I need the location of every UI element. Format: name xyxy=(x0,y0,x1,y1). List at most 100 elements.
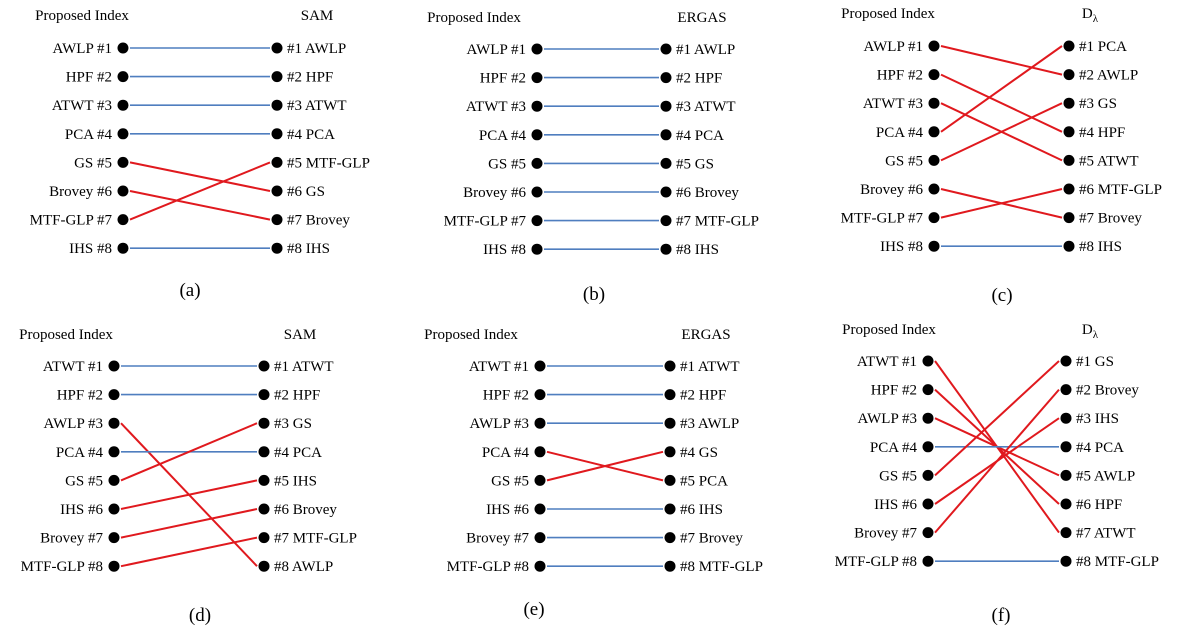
panel-f: Proposed Index Dλ ATWT #1 HPF #2 AWLP #3 PCA … xyxy=(835,322,1159,626)
right-rank-label: #4 PCA xyxy=(676,128,724,144)
left-rank-dot xyxy=(117,214,129,226)
left-rank-label: MTF-GLP #8 xyxy=(835,554,917,570)
right-rank-label: #6 Brovey xyxy=(676,185,739,201)
left-rank-label: MTF-GLP #7 xyxy=(444,214,527,230)
left-rank-label: GS #5 xyxy=(65,473,103,489)
left-rank-label: GS #5 xyxy=(491,473,529,489)
panel-caption: (d) xyxy=(189,605,211,626)
left-rank-label: IHS #6 xyxy=(486,502,529,518)
right-rank-dot xyxy=(664,474,676,486)
left-rank-label: HPF #2 xyxy=(66,70,112,86)
right-column-title: ERGAS xyxy=(677,10,726,26)
left-rank-dot xyxy=(922,555,934,567)
right-rank-label: #7 MTF-GLP xyxy=(676,214,759,230)
right-rank-label: #3 GS xyxy=(274,416,312,432)
left-rank-label: PCA #4 xyxy=(876,125,924,141)
left-rank-label: ATWT #1 xyxy=(469,359,529,375)
left-rank-dot xyxy=(108,389,120,401)
right-rank-dot xyxy=(664,532,676,544)
left-rank-dot xyxy=(117,242,129,254)
left-rank-label: HPF #2 xyxy=(57,388,103,404)
right-rank-label: #8 AWLP xyxy=(274,559,333,575)
left-rank-label: MTF-GLP #8 xyxy=(21,559,103,575)
right-rank-label: #6 Brovey xyxy=(274,502,337,518)
right-rank-label: #4 PCA xyxy=(287,127,335,143)
rank-link-changed xyxy=(546,450,664,482)
left-rank-label: AWLP #3 xyxy=(858,411,918,427)
right-rank-dot xyxy=(1060,412,1072,424)
left-rank-label: Brovey #7 xyxy=(854,526,917,542)
left-rank-dot xyxy=(117,42,129,54)
left-rank-label: AWLP #3 xyxy=(470,416,530,432)
left-rank-label: AWLP #1 xyxy=(864,39,924,55)
panel-caption: (e) xyxy=(523,599,544,620)
left-rank-label: PCA #4 xyxy=(56,445,104,461)
right-rank-dot xyxy=(1063,154,1075,166)
right-rank-label: #6 HPF xyxy=(1076,497,1122,513)
rank-link-changed xyxy=(129,190,271,221)
right-rank-dot xyxy=(1063,97,1075,109)
right-title-subscript: λ xyxy=(1093,329,1099,341)
right-rank-label: #1 PCA xyxy=(1079,39,1127,55)
right-rank-dot xyxy=(258,560,270,572)
left-rank-dot xyxy=(928,97,940,109)
left-rank-label: PCA #4 xyxy=(479,128,527,144)
left-rank-label: GS #5 xyxy=(879,468,917,484)
right-rank-dot xyxy=(258,417,270,429)
left-rank-label: HPF #2 xyxy=(480,71,526,87)
left-rank-dot xyxy=(534,503,546,515)
left-column-title: Proposed Index xyxy=(842,322,936,338)
left-rank-label: Brovey #6 xyxy=(463,185,526,201)
left-rank-dot xyxy=(922,469,934,481)
rank-link-changed xyxy=(129,161,271,221)
left-rank-dot xyxy=(922,412,934,424)
left-rank-label: PCA #4 xyxy=(65,127,113,143)
right-rank-dot xyxy=(271,42,283,54)
right-rank-dot xyxy=(664,360,676,372)
panel-caption: (f) xyxy=(992,605,1011,626)
right-rank-label: #3 AWLP xyxy=(680,416,739,432)
right-rank-dot xyxy=(258,360,270,372)
rank-link-changed xyxy=(129,161,271,192)
right-rank-label: #2 Brovey xyxy=(1076,383,1139,399)
right-rank-label: #8 MTF-GLP xyxy=(1076,554,1159,570)
right-rank-dot xyxy=(258,389,270,401)
left-column-title: Proposed Index xyxy=(424,327,518,343)
left-rank-dot xyxy=(534,474,546,486)
right-rank-label: #1 GS xyxy=(1076,354,1114,370)
right-rank-label: #2 HPF xyxy=(680,388,726,404)
left-rank-label: ATWT #3 xyxy=(863,96,923,112)
right-rank-label: #7 ATWT xyxy=(1076,526,1136,542)
left-rank-dot xyxy=(922,498,934,510)
right-rank-label: #7 Brovey xyxy=(680,531,743,547)
right-title-text: SAM xyxy=(301,8,334,24)
rank-link-changed xyxy=(934,388,1060,534)
left-column-title: Proposed Index xyxy=(35,8,129,24)
right-rank-dot xyxy=(1060,441,1072,453)
right-rank-dot xyxy=(1063,240,1075,252)
left-rank-label: ATWT #3 xyxy=(466,99,526,115)
left-rank-label: IHS #6 xyxy=(874,497,917,513)
right-rank-dot xyxy=(660,243,672,255)
left-rank-dot xyxy=(531,243,543,255)
right-rank-label: #1 ATWT xyxy=(274,359,334,375)
right-rank-label: #5 IHS xyxy=(274,473,317,489)
left-rank-label: GS #5 xyxy=(74,155,112,171)
right-rank-label: #8 MTF-GLP xyxy=(680,559,763,575)
panel-caption: (c) xyxy=(991,285,1012,306)
right-column-title: Dλ xyxy=(1082,6,1099,25)
left-rank-dot xyxy=(928,212,940,224)
panel-caption: (a) xyxy=(179,280,200,301)
left-rank-dot xyxy=(534,389,546,401)
right-column-title: SAM xyxy=(284,327,317,343)
right-rank-dot xyxy=(660,100,672,112)
right-title-text: ERGAS xyxy=(677,10,726,26)
right-rank-dot xyxy=(1060,355,1072,367)
right-rank-label: #6 GS xyxy=(287,184,325,200)
right-rank-label: #8 IHS xyxy=(1079,239,1122,255)
left-rank-dot xyxy=(108,417,120,429)
left-rank-dot xyxy=(534,532,546,544)
right-rank-label: #3 ATWT xyxy=(287,98,347,114)
right-rank-label: #1 AWLP xyxy=(676,42,735,58)
left-rank-label: MTF-GLP #8 xyxy=(447,559,529,575)
